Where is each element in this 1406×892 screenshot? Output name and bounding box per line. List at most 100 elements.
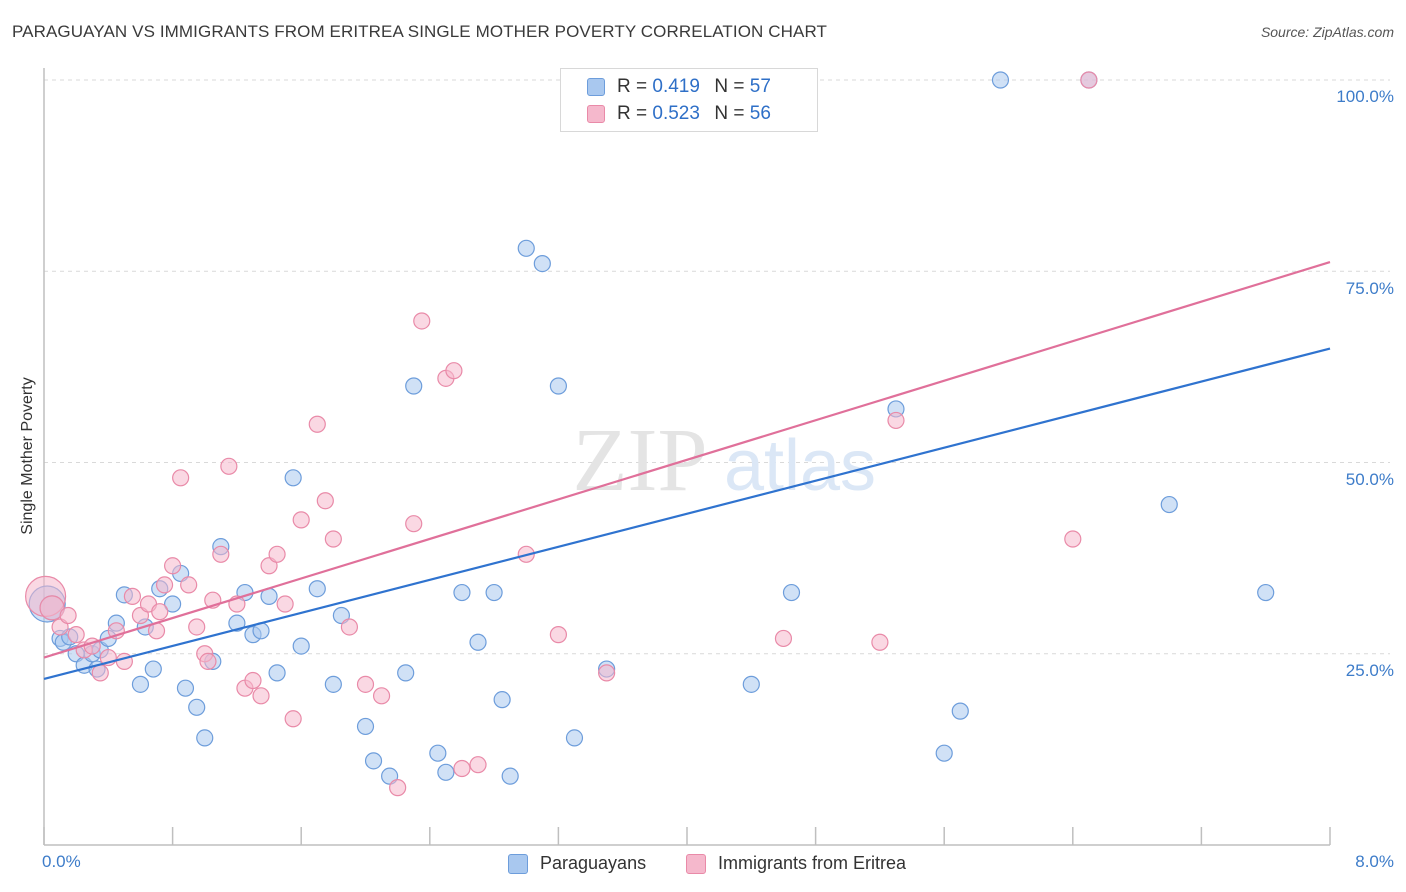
eritrea-point (445, 362, 463, 380)
paraguayan-point (364, 752, 383, 770)
legend-label-eritrea: Immigrants from Eritrea (718, 853, 907, 873)
paraguayan-point (131, 675, 150, 693)
paraguayan-point (437, 763, 455, 781)
paraguayan-point (144, 660, 162, 678)
paraguayan-point (935, 744, 953, 762)
paraguayan-point (164, 595, 182, 613)
eritrea-swatch (587, 105, 605, 123)
paraguayan-point (324, 675, 342, 693)
n-value: 57 (749, 76, 771, 97)
eritrea-trend-line (43, 261, 1331, 659)
eritrea-point (188, 618, 206, 636)
eritrea-point (151, 603, 169, 621)
paraguayan-point (405, 377, 423, 395)
paraguayan-point (485, 583, 503, 602)
paraguayan-point (308, 580, 326, 598)
paraguayan-point (453, 583, 471, 602)
paraguayan-trend-line (43, 347, 1331, 681)
legend-label-paraguayans: Paraguayans (540, 853, 647, 873)
legend-swatch-eritrea (686, 853, 706, 874)
paraguayan-point (782, 583, 801, 602)
series-legend: Paraguayans Immigrants from Eritrea (0, 850, 1406, 878)
eritrea-point (220, 457, 238, 475)
eritrea-point (268, 545, 286, 563)
paraguayan-point (196, 729, 214, 747)
paraguayan-point (469, 633, 487, 651)
paraguayan-point (1160, 495, 1178, 514)
eritrea-point (284, 710, 302, 728)
r-value: 0.523 (652, 103, 700, 124)
paraguayans-swatch (587, 78, 605, 96)
eritrea-point (123, 587, 142, 605)
eritrea-point (871, 633, 889, 651)
y-tick-label-100: 100.0% (1336, 87, 1394, 106)
paraguayan-point (951, 702, 969, 720)
paraguayan-point (493, 691, 511, 709)
stats-legend-row-paraguayans: R = 0.419 N = 57 (587, 75, 771, 99)
watermark-atlas: atlas (724, 426, 876, 506)
eritrea-point (39, 595, 65, 621)
paraguayan-point (268, 664, 286, 682)
eritrea-point (598, 664, 616, 682)
paraguayan-point (533, 255, 551, 273)
paraguayan-point (742, 675, 760, 693)
eritrea-point (59, 606, 77, 625)
eritrea-point (316, 492, 334, 510)
eritrea-point (887, 411, 905, 430)
eritrea-point (340, 618, 359, 636)
paraguayan-point (176, 679, 195, 697)
eritrea-point (67, 626, 85, 644)
chart-title: PARAGUAYAN VS IMMIGRANTS FROM ERITREA SI… (12, 22, 828, 41)
n-label: N = (714, 76, 745, 97)
eritrea-point (212, 545, 230, 563)
eritrea-point (405, 515, 423, 533)
eritrea-point (469, 756, 487, 774)
paraguayan-point (991, 71, 1010, 89)
eritrea-point (549, 626, 568, 644)
eritrea-point (292, 511, 310, 529)
paraguayan-point (1257, 583, 1275, 602)
eritrea-point (155, 576, 174, 594)
eritrea-point (1064, 530, 1082, 548)
eritrea-point (276, 595, 294, 613)
n-label: N = (714, 103, 745, 124)
y-tick-label-25: 25.0% (1345, 661, 1394, 680)
n-value: 56 (749, 103, 771, 124)
eritrea-point (453, 759, 471, 778)
eritrea-point (244, 671, 262, 690)
legend-swatch-paraguayans (508, 853, 528, 874)
paraguayan-point (228, 614, 246, 632)
paraguayan-point (549, 377, 568, 395)
paraguayan-point (501, 767, 519, 785)
eritrea-point (172, 469, 190, 487)
r-value: 0.419 (652, 76, 700, 97)
paraguayan-point (565, 729, 584, 747)
paraguayan-point (284, 469, 302, 487)
eritrea-point (389, 779, 407, 797)
legend-item-paraguayans: Paraguayans (508, 853, 646, 874)
eritrea-point (252, 687, 270, 705)
paraguayan-point (292, 637, 310, 655)
paraguayan-point (517, 239, 535, 257)
r-label: R = (617, 103, 648, 124)
paraguayan-point (356, 717, 375, 736)
y-tick-label-50: 50.0% (1345, 470, 1394, 489)
eritrea-point (356, 675, 375, 693)
x-tick-label-max: 8.0% (1355, 852, 1394, 871)
eritrea-point (1080, 71, 1098, 89)
stats-legend: R = 0.419 N = 57 R = 0.523 N = 56 (560, 68, 818, 132)
stats-legend-row-eritrea: R = 0.523 N = 56 (587, 102, 771, 126)
eritrea-point (91, 664, 109, 682)
legend-item-eritrea: Immigrants from Eritrea (686, 853, 906, 874)
r-label: R = (617, 76, 648, 97)
y-tick-label-75: 75.0% (1345, 279, 1394, 298)
eritrea-point (308, 415, 326, 433)
eritrea-point (180, 576, 198, 594)
eritrea-point (199, 652, 217, 671)
paraguayan-point (397, 664, 415, 682)
paraguayan-point (188, 698, 206, 716)
paraguayan-point (429, 744, 447, 762)
x-tick-label-min: 0.0% (42, 852, 81, 871)
eritrea-point (164, 557, 182, 575)
